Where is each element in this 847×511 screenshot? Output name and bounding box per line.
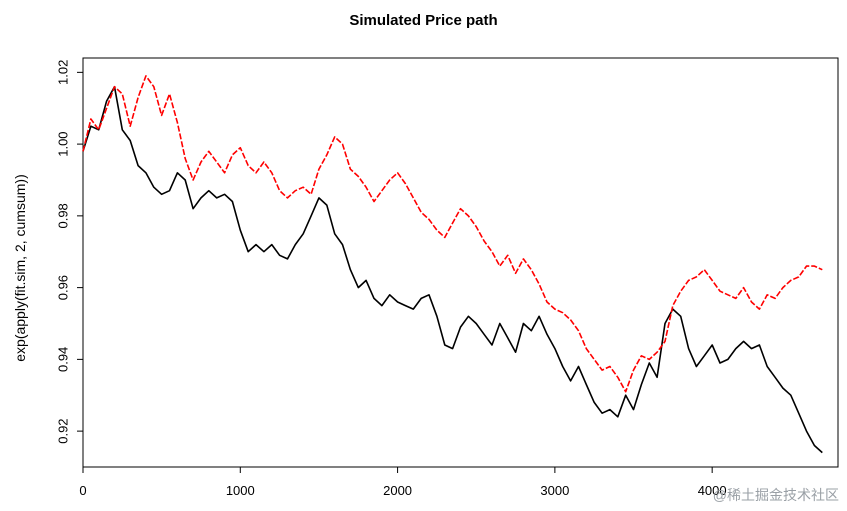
y-tick-label: 0.96 [56,275,71,300]
y-tick-label: 0.98 [56,203,71,228]
y-tick-label: 1.02 [56,60,71,85]
x-tick-label: 2000 [383,483,412,498]
y-tick-label: 0.94 [56,347,71,372]
x-tick-label: 1000 [226,483,255,498]
x-tick-label: 0 [79,483,86,498]
watermark: @稀土掘金技术社区 [712,487,839,503]
y-axis: 0.92 0.94 0.96 0.98 1.00 1.02 [56,60,83,444]
x-axis: 0 1000 2000 3000 4000 [79,467,727,498]
series-layer [82,75,823,454]
x-tick-label: 3000 [540,483,569,498]
chart-title: Simulated Price path [349,12,498,29]
x-tick-label: 4000 [698,483,727,498]
series-line-2 [82,75,823,393]
series-line-1 [82,85,823,454]
plot-frame [82,57,839,468]
y-tick-label: 0.92 [56,418,71,443]
plot-area [82,57,839,468]
y-tick-label: 1.00 [56,131,71,156]
